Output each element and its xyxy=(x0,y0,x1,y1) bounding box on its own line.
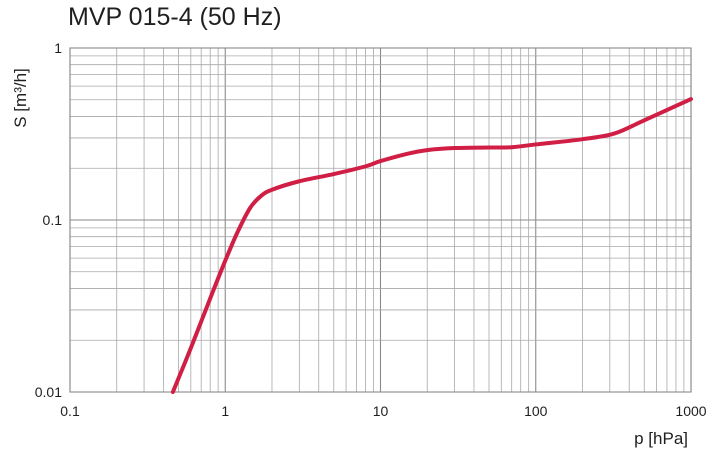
grid xyxy=(69,47,692,393)
x-tick-label: 10 xyxy=(373,403,389,419)
series-layer xyxy=(170,97,693,394)
y-tick-label: 0.01 xyxy=(35,384,62,400)
x-tick-label: 1 xyxy=(221,403,229,419)
chart-title: MVP 015-4 (50 Hz) xyxy=(68,3,282,31)
y-tick-label: 0.1 xyxy=(43,212,63,228)
pumping-speed-curve xyxy=(170,97,693,394)
x-tick-label: 0.1 xyxy=(60,403,80,419)
y-axis-label: S [m³/h] xyxy=(11,68,30,128)
tick-labels: 0.1 1 10 100 1000 0.01 0.1 1 xyxy=(35,40,707,419)
plot-frame xyxy=(69,47,692,393)
x-tick-label: 1000 xyxy=(675,403,706,419)
x-tick-label: 100 xyxy=(524,403,548,419)
x-axis-label: p [hPa] xyxy=(634,429,688,448)
y-tick-label: 1 xyxy=(54,40,62,56)
